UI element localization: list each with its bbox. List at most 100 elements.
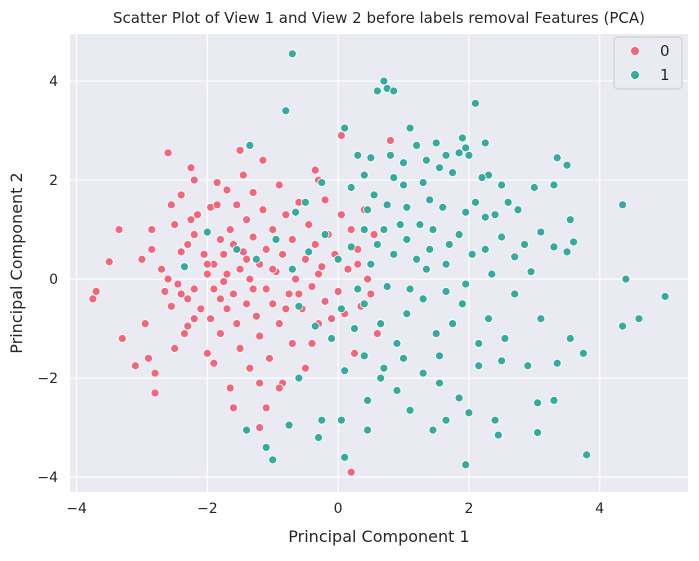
data-point-class-0 [225, 225, 235, 234]
data-point-class-0 [242, 215, 251, 225]
data-point-class-0 [189, 230, 199, 239]
data-point-class-1 [287, 264, 297, 274]
data-point-class-1 [448, 319, 457, 329]
data-point-class-1 [435, 351, 444, 361]
data-point-class-1 [497, 232, 507, 242]
data-point-class-0 [193, 210, 202, 220]
data-point-class-0 [235, 344, 245, 353]
data-point-class-0 [346, 467, 356, 477]
data-point-class-0 [343, 264, 353, 274]
data-point-class-1 [618, 321, 628, 331]
data-point-class-1 [317, 178, 327, 187]
data-point-class-1 [549, 395, 559, 405]
data-point-class-0 [212, 178, 222, 187]
data-point-class-1 [533, 428, 542, 437]
data-point-class-1 [425, 244, 435, 254]
data-point-class-1 [562, 247, 572, 257]
data-point-class-1 [428, 225, 438, 234]
y-tick-label: −4 [37, 470, 58, 486]
data-point-class-1 [503, 197, 513, 207]
data-point-class-0 [183, 240, 193, 249]
data-point-class-0 [281, 304, 291, 314]
data-point-class-1 [510, 289, 520, 299]
data-point-class-0 [163, 274, 173, 284]
data-point-class-1 [461, 143, 471, 153]
data-point-class-1 [320, 230, 330, 239]
data-point-class-1 [392, 339, 402, 348]
data-point-class-1 [523, 361, 533, 371]
data-point-class-0 [307, 339, 317, 348]
data-point-class-1 [454, 230, 464, 239]
tick-labels: −4 −2 0 2 4 −4 −2 0 2 4 [37, 74, 604, 517]
data-point-class-1 [438, 202, 448, 212]
data-point-class-1 [389, 249, 399, 259]
data-point-class-1 [336, 304, 346, 314]
data-point-class-0 [346, 225, 356, 234]
data-point-class-0 [251, 311, 261, 321]
data-point-class-0 [363, 274, 372, 284]
data-point-class-1 [578, 348, 588, 358]
data-point-class-1 [464, 150, 474, 160]
data-point-class-1 [359, 225, 369, 234]
data-point-class-1 [379, 225, 389, 234]
data-point-class-0 [327, 314, 336, 324]
data-point-class-0 [274, 180, 284, 190]
data-point-class-1 [363, 395, 372, 405]
data-point-class-0 [173, 279, 183, 289]
data-point-class-1 [487, 269, 497, 279]
plot-area [70, 34, 688, 492]
data-point-class-1 [441, 415, 451, 425]
data-point-class-1 [461, 207, 471, 217]
data-points [88, 49, 670, 477]
data-point-class-1 [549, 242, 559, 252]
data-point-class-1 [422, 264, 431, 274]
data-point-class-1 [454, 148, 464, 158]
data-point-class-1 [399, 180, 408, 190]
data-point-class-0 [287, 339, 297, 348]
data-point-class-0 [255, 378, 265, 388]
data-point-class-0 [235, 264, 245, 274]
data-point-class-1 [513, 205, 523, 215]
data-point-class-0 [386, 136, 395, 145]
data-point-class-0 [229, 289, 238, 299]
data-point-class-0 [235, 145, 245, 155]
data-point-class-0 [307, 282, 317, 291]
data-point-class-1 [310, 321, 320, 331]
data-point-class-1 [333, 254, 343, 264]
data-point-class-0 [258, 155, 268, 165]
data-point-class-0 [130, 361, 140, 371]
x-tick-label: −4 [66, 501, 87, 517]
data-point-class-1 [317, 415, 327, 425]
data-point-class-1 [405, 284, 415, 294]
data-point-class-1 [549, 180, 559, 190]
data-point-class-1 [533, 398, 542, 408]
data-point-class-1 [444, 240, 454, 249]
x-tick-label: 0 [334, 501, 343, 517]
data-point-class-0 [114, 225, 124, 234]
data-point-class-0 [183, 294, 193, 304]
data-point-class-1 [448, 168, 457, 178]
data-point-class-1 [480, 244, 490, 254]
data-point-class-0 [229, 403, 238, 413]
data-point-class-1 [336, 415, 346, 425]
data-point-class-1 [180, 262, 189, 272]
data-point-class-1 [314, 433, 323, 442]
data-point-class-0 [180, 329, 189, 338]
data-point-class-0 [206, 314, 216, 324]
data-point-class-1 [350, 324, 359, 334]
data-point-class-0 [268, 264, 278, 274]
data-point-class-1 [474, 339, 484, 348]
legend: 01 [613, 36, 683, 90]
data-point-class-0 [369, 230, 379, 239]
data-point-class-1 [412, 254, 422, 264]
data-point-class-1 [415, 220, 425, 230]
data-point-class-1 [353, 284, 363, 294]
data-point-class-1 [526, 267, 536, 277]
data-point-class-0 [353, 259, 363, 269]
data-point-class-0 [281, 210, 291, 220]
data-point-class-1 [660, 292, 670, 301]
data-point-class-1 [395, 220, 405, 230]
data-point-class-1 [202, 227, 212, 237]
data-point-class-0 [372, 329, 382, 338]
